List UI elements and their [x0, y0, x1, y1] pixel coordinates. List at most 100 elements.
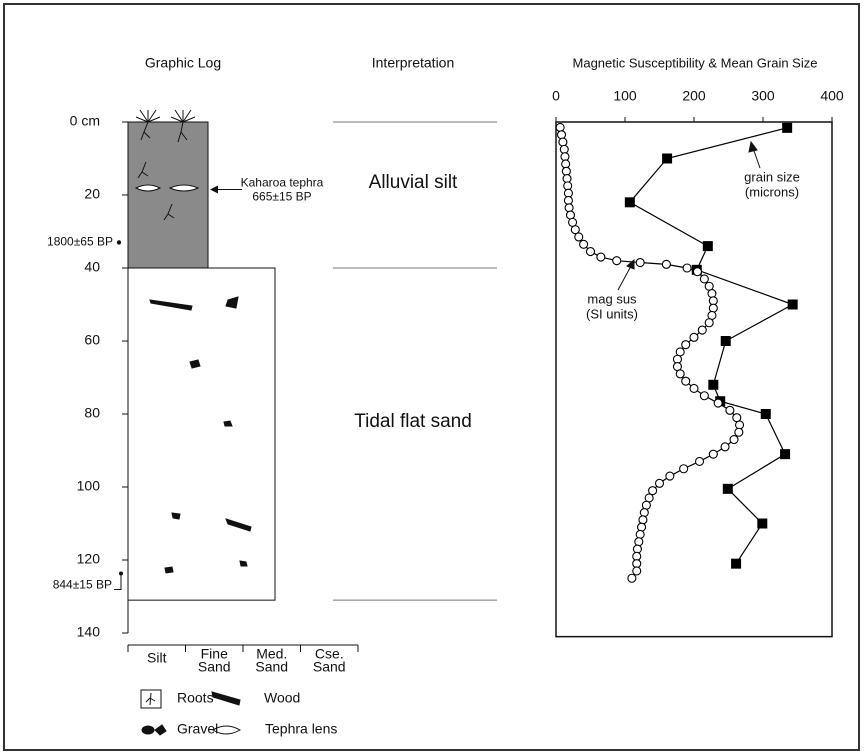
- mag-sus-point: [708, 290, 716, 298]
- series-unit: (microns): [745, 184, 799, 199]
- mag-sus-point: [638, 523, 646, 531]
- class-label: Sand: [313, 659, 346, 675]
- legend-label: Tephra lens: [265, 721, 337, 737]
- x-tick-label: 300: [751, 88, 775, 104]
- mag-sus-point: [642, 501, 650, 509]
- gravel: [240, 561, 247, 566]
- grain-size-point: [757, 519, 767, 529]
- mag-sus-point: [700, 392, 708, 400]
- log-title: Graphic Log: [145, 55, 221, 71]
- grain-size-point: [625, 197, 635, 207]
- mag-sus-point: [693, 268, 701, 276]
- mag-sus-point: [587, 248, 595, 256]
- x-tick-label: 400: [820, 88, 844, 104]
- mag-sus-point: [633, 567, 641, 575]
- annotation-text: 665±15 BP: [252, 190, 311, 204]
- mag-sus-point: [726, 406, 734, 414]
- legend-label: Wood: [264, 690, 300, 706]
- chart-title: Magnetic Susceptibility & Mean Grain Siz…: [573, 55, 818, 70]
- mag-sus-point: [735, 428, 743, 436]
- mag-sus-point: [682, 377, 690, 385]
- mag-sus-point: [636, 530, 644, 538]
- mag-sus-point: [561, 153, 569, 161]
- series-label: grain size: [744, 169, 800, 184]
- mag-sus-point: [676, 370, 684, 378]
- annotation-text: 844±15 BP: [53, 578, 112, 592]
- grain-size-point: [731, 559, 741, 569]
- interpretation-title: Interpretation: [372, 55, 455, 71]
- mag-sus-point: [721, 443, 729, 451]
- class-label: Silt: [147, 650, 167, 666]
- depth-tick-label: 100: [77, 478, 101, 494]
- mag-sus-point: [597, 253, 605, 261]
- gravel: [224, 421, 232, 426]
- grain-size-point: [662, 154, 672, 164]
- gravel: [172, 513, 180, 519]
- annotation-text: Kaharoa tephra: [241, 176, 324, 190]
- depth-tick-label: 60: [84, 332, 100, 348]
- grain-size-point: [721, 336, 731, 346]
- grain-size-point: [780, 449, 790, 459]
- mag-sus-point: [690, 333, 698, 341]
- mag-sus-point: [633, 545, 641, 553]
- mag-sus-point: [559, 138, 567, 146]
- class-label: Sand: [255, 659, 288, 675]
- depth-tick-label: 120: [77, 551, 101, 567]
- legend-label: Gravel: [177, 721, 218, 737]
- class-label: Sand: [198, 659, 231, 675]
- mag-sus-point: [640, 509, 648, 517]
- mag-sus-point: [562, 167, 570, 175]
- depth-tick-label: 80: [84, 405, 100, 421]
- mag-sus-point: [696, 457, 704, 465]
- mag-sus-point: [680, 465, 688, 473]
- zone-label: Tidal flat sand: [354, 411, 472, 432]
- depth-tick-label: 0 cm: [70, 113, 100, 129]
- gravel: [190, 360, 200, 368]
- zone-label: Alluvial silt: [369, 172, 458, 193]
- mag-sus-point: [562, 160, 570, 168]
- mag-sus-point: [682, 341, 690, 349]
- log-unit: [128, 268, 275, 600]
- grain-size-point: [723, 484, 733, 494]
- depth-tick-label: 20: [84, 186, 100, 202]
- mag-sus-point: [662, 260, 670, 268]
- figure: Graphic Log Interpretation Magnetic Susc…: [0, 0, 864, 756]
- mag-sus-point: [564, 196, 572, 204]
- annotation-dot: [117, 240, 121, 244]
- mag-sus-point: [709, 304, 717, 312]
- gravel: [165, 567, 173, 573]
- mag-sus-point: [666, 472, 674, 480]
- mag-sus-point: [575, 233, 583, 241]
- mag-sus-point: [698, 326, 706, 334]
- mag-sus-point: [639, 516, 647, 524]
- mag-sus-point: [709, 450, 717, 458]
- mag-sus-point: [560, 145, 568, 153]
- legend-label: Roots: [177, 690, 214, 706]
- depth-tick-label: 140: [77, 624, 101, 640]
- series-label: mag sus: [587, 291, 637, 306]
- grain-size-point: [761, 409, 771, 419]
- series-unit: (SI units): [586, 306, 638, 321]
- x-tick-label: 200: [682, 88, 706, 104]
- mag-sus-point: [736, 421, 744, 429]
- mag-sus-point: [690, 384, 698, 392]
- annotation-text: 1800±65 BP: [47, 235, 113, 249]
- mag-sus-point: [636, 259, 644, 267]
- mag-sus-point: [580, 240, 588, 248]
- mag-sus-point: [566, 211, 574, 219]
- mag-sus-point: [564, 182, 572, 190]
- annotation-dot: [119, 572, 123, 576]
- depth-tick-label: 40: [84, 259, 100, 275]
- grain-size-point: [708, 380, 718, 390]
- mag-sus-point: [683, 264, 691, 272]
- grain-size-point: [788, 300, 798, 310]
- grain-size-point: [703, 241, 713, 251]
- mag-sus-point: [705, 319, 713, 327]
- mag-sus-point: [730, 436, 738, 444]
- log-unit: [128, 122, 208, 268]
- mag-sus-point: [556, 123, 564, 131]
- mag-sus-point: [628, 574, 636, 582]
- mag-sus-point: [565, 204, 573, 212]
- legend-gravel-icon: [142, 726, 154, 734]
- grain-size-point: [782, 123, 792, 133]
